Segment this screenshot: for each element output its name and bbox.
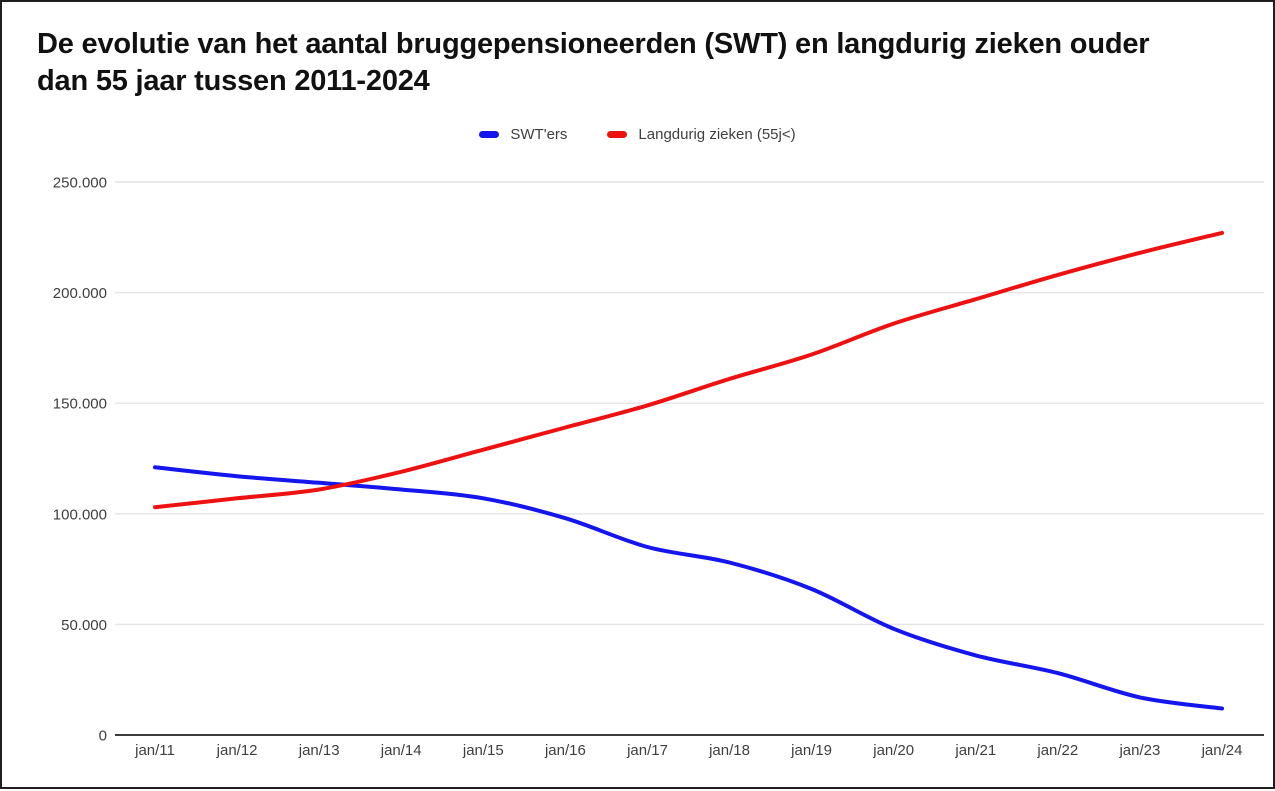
x-axis-tick-label: jan/23	[1118, 742, 1160, 759]
chart-title-line-1: De evolutie van het aantal bruggepension…	[37, 28, 1150, 60]
swt-series-swatch	[479, 131, 500, 138]
chart-title: De evolutie van het aantal bruggepension…	[37, 26, 1247, 100]
langdurig-zieken-line-series	[153, 230, 1224, 510]
x-axis-tick-label: jan/20	[872, 742, 914, 759]
x-axis-tick-label: jan/12	[216, 742, 258, 759]
x-axis-tick-label: jan/21	[954, 742, 996, 759]
y-axis-tick-label: 250.000	[53, 175, 107, 192]
x-axis-tick-label: jan/18	[708, 742, 750, 759]
langdurig-zieken-series-swatch	[607, 131, 628, 138]
series-lines	[153, 230, 1224, 711]
x-axis-tick-label: jan/16	[544, 742, 586, 759]
x-axis-tick-label: jan/19	[790, 742, 832, 759]
x-axis-tick-label: jan/13	[298, 742, 340, 759]
legend-item-swt: SWT'ers	[479, 126, 567, 143]
y-axis-tick-label: 50.000	[61, 617, 107, 634]
swt-line-series	[153, 465, 1224, 711]
y-axis-labels: 0 50.000 100.000 150.000 200.000 250.000	[53, 175, 107, 745]
x-axis-tick-label: jan/22	[1036, 742, 1078, 759]
y-axis-tick-label: 200.000	[53, 285, 107, 302]
langdurig-zieken-series-label: Langdurig zieken (55j<)	[638, 126, 796, 143]
x-axis-tick-label: jan/17	[626, 742, 668, 759]
x-axis-tick-label: jan/15	[462, 742, 504, 759]
x-axis-tick-label: jan/11	[134, 742, 175, 759]
x-axis-tick-label: jan/24	[1201, 742, 1243, 759]
gridlines	[115, 181, 1264, 736]
x-axis-labels: jan/11 jan/12 jan/13 jan/14 jan/15 jan/16 jan/…	[134, 742, 1242, 759]
chart-title-line-2: dan 55 jaar tussen 2011-2024	[37, 65, 430, 97]
legend: SWT'ers Langdurig zieken (55j<)	[2, 126, 1273, 143]
x-axis-tick-label: jan/14	[380, 742, 422, 759]
swt-series-label: SWT'ers	[510, 126, 568, 143]
y-axis-tick-label: 100.000	[53, 506, 107, 523]
y-axis-tick-label: 150.000	[53, 396, 107, 413]
y-axis-tick-label: 0	[99, 728, 107, 745]
legend-item-langdurig-zieken: Langdurig zieken (55j<)	[607, 126, 796, 143]
